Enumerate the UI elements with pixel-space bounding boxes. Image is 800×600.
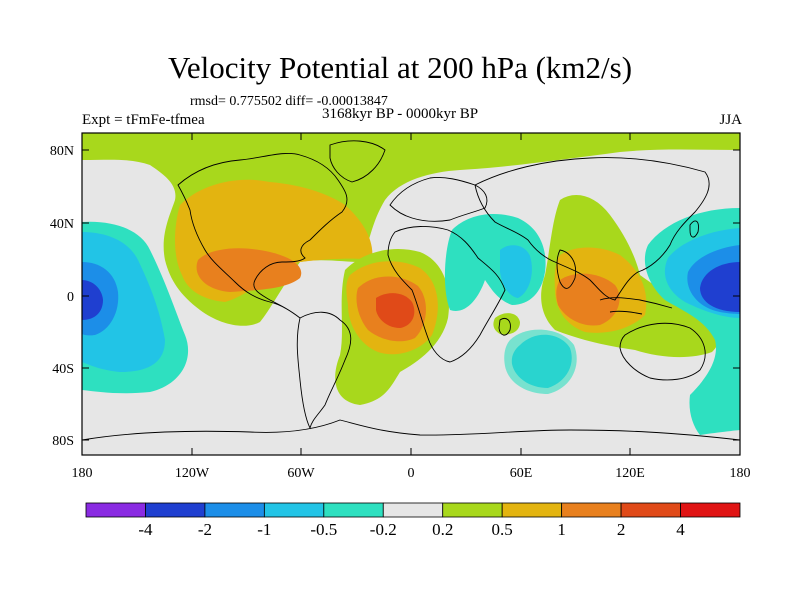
colorbar-box	[145, 502, 206, 518]
ytick-label: 40S	[52, 362, 74, 377]
colorbar-label: -2	[198, 520, 212, 539]
colorbar-label: 0.5	[492, 520, 513, 539]
colorbar-box	[501, 502, 563, 518]
coast-europe	[389, 177, 488, 222]
ytick-label: 80S	[52, 434, 74, 449]
field-westpac-blue	[82, 280, 103, 320]
colorbar-box	[442, 502, 503, 518]
colorbar-label: 2	[617, 520, 626, 539]
map-field	[82, 133, 740, 455]
field-eastpac-blue	[700, 262, 740, 312]
colorbar-label: -4	[138, 520, 153, 539]
coast-madagascar	[498, 318, 511, 336]
coast-australia	[619, 322, 706, 381]
coastlines	[82, 140, 740, 441]
colorbar-box	[85, 502, 146, 518]
axis-ticks	[81, 133, 741, 455]
colorbar-box	[620, 502, 681, 518]
coast-indonesia	[599, 297, 673, 315]
experiment-label: Expt = tFmFe-tfmea	[82, 112, 205, 128]
xtick-label: 120W	[175, 466, 210, 481]
x-tick-labels: 180 120W 60W 0 60E 120E 180	[72, 466, 751, 481]
coast-antarctica	[82, 419, 740, 441]
xtick-label: 120E	[615, 466, 645, 481]
y-tick-labels: 80N 40N 0 40S 80S	[50, 144, 74, 449]
coast-africa	[387, 226, 506, 363]
colorbar-box	[204, 502, 265, 518]
coast-north-america	[177, 152, 348, 319]
colorbar-box	[263, 502, 325, 518]
xtick-label: 180	[730, 466, 751, 481]
map-title: Velocity Potential at 200 hPa (km2/s)	[167, 50, 633, 85]
xtick-label: 0	[408, 466, 415, 481]
coast-south-america	[296, 311, 352, 430]
xtick-label: 60E	[510, 466, 533, 481]
xtick-label: 180	[72, 466, 93, 481]
period-label: 3168kyr BP - 0000kyr BP	[322, 106, 479, 122]
colorbar-labels: -4 -2 -1 -0.5 -0.2 0.2 0.5 1 2 4	[138, 520, 685, 539]
colorbar	[85, 502, 741, 518]
xtick-label: 60W	[287, 466, 315, 481]
field-madagascar-positive	[493, 313, 520, 335]
field-south-indian-cyangreen	[504, 329, 577, 394]
colorbar-label: -1	[257, 520, 271, 539]
ytick-label: 80N	[50, 144, 74, 159]
coast-greenland	[329, 140, 386, 183]
colorbar-box	[382, 502, 444, 518]
coast-asia	[474, 157, 710, 301]
colorbar-box	[561, 502, 622, 518]
colorbar-label: 1	[557, 520, 566, 539]
colorbar-label: 4	[676, 520, 685, 539]
field-indian-orange	[556, 273, 620, 326]
coast-india	[556, 249, 577, 289]
field-arabia-cyan	[500, 245, 532, 298]
ytick-label: 40N	[50, 217, 74, 232]
stats-line: rmsd= 0.775502 diff= -0.00013847	[190, 94, 388, 109]
coast-japan	[689, 220, 699, 238]
field-americas-core	[196, 248, 302, 292]
colorbar-box	[680, 502, 741, 518]
ytick-label: 0	[67, 290, 74, 305]
colorbar-label: -0.2	[370, 520, 397, 539]
season-label: JJA	[719, 112, 742, 128]
colorbar-box	[323, 502, 384, 518]
field-africa-core	[376, 293, 415, 328]
field-westpac-cyan	[82, 232, 165, 372]
colorbar-label: 0.2	[432, 520, 453, 539]
colorbar-label: -0.5	[310, 520, 337, 539]
